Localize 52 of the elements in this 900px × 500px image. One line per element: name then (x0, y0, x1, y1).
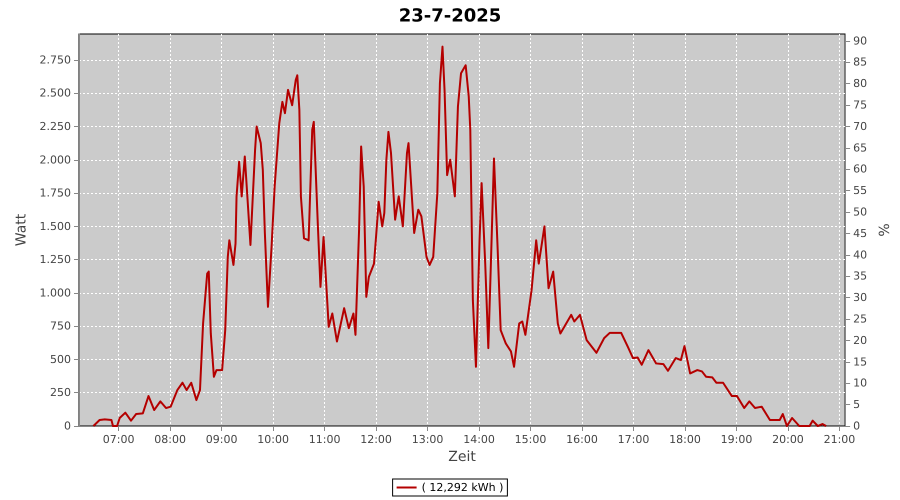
x-tick-label: 12:00 (360, 433, 392, 446)
y-tick-label: 0 (64, 420, 71, 432)
x-tick-label: 08:00 (154, 433, 186, 446)
y-tick-label: 1.750 (40, 186, 71, 200)
legend-label: ( 12,292 kWh ) (422, 481, 504, 494)
x-tick-label: 20:00 (772, 433, 804, 446)
y2-tick-label: 45 (853, 226, 868, 240)
y2-tick-label: 75 (853, 98, 868, 112)
y2-tick-label: 50 (853, 206, 868, 219)
x-tick-label: 17:00 (618, 433, 650, 446)
y2-axis-title: % (877, 223, 893, 237)
x-tick-label: 09:00 (206, 433, 238, 446)
y2-tick-label: 55 (853, 184, 868, 198)
y-tick-label: 2.750 (40, 53, 71, 66)
x-tick-label: 13:00 (412, 433, 444, 446)
y-tick-label: 1.000 (40, 286, 71, 300)
y-tick-label: 2.000 (40, 153, 71, 166)
y-tick-label: 500 (50, 352, 71, 366)
y2-tick-label: 0 (853, 420, 860, 432)
y-axis-title: Watt (14, 213, 30, 246)
y-tick-label: 2.500 (40, 86, 71, 100)
y2-tick-label: 65 (853, 141, 868, 154)
x-tick-label: 07:00 (102, 433, 134, 446)
y2-tick-label: 25 (853, 312, 868, 326)
y2-tick-label: 20 (853, 334, 868, 347)
y2-tick-label: 85 (853, 56, 868, 69)
y2-tick-label: 40 (853, 248, 868, 262)
x-tick-label: 18:00 (669, 433, 701, 446)
x-tick-label: 11:00 (308, 433, 340, 446)
y-tick-label: 2.250 (40, 120, 71, 134)
y2-tick-label: 30 (853, 291, 868, 304)
x-tick-label: 19:00 (720, 433, 752, 446)
x-axis-title: Zeit (448, 449, 476, 465)
y2-tick-label: 5 (853, 398, 860, 412)
line-series (92, 46, 828, 427)
y2-tick-label: 80 (853, 77, 868, 90)
y2-tick-label: 70 (853, 120, 868, 133)
x-tick-label: 15:00 (514, 433, 546, 446)
y-tick-label: 250 (50, 386, 71, 400)
x-tick-label: 10:00 (257, 433, 289, 446)
x-tick-label: 16:00 (566, 433, 598, 446)
y2-tick-label: 90 (853, 34, 868, 48)
x-tick-label: 21:00 (824, 433, 856, 446)
y2-tick-label: 10 (853, 376, 868, 390)
y-tick-label: 1.500 (40, 220, 71, 233)
y2-tick-label: 35 (853, 270, 868, 283)
y-tick-label: 1.250 (40, 253, 71, 266)
x-tick-label: 14:00 (463, 433, 495, 446)
y2-tick-label: 15 (853, 355, 868, 368)
y2-tick-label: 60 (853, 162, 868, 176)
y-tick-label: 750 (50, 320, 71, 333)
chart-title: 23-7-2025 (398, 6, 502, 26)
